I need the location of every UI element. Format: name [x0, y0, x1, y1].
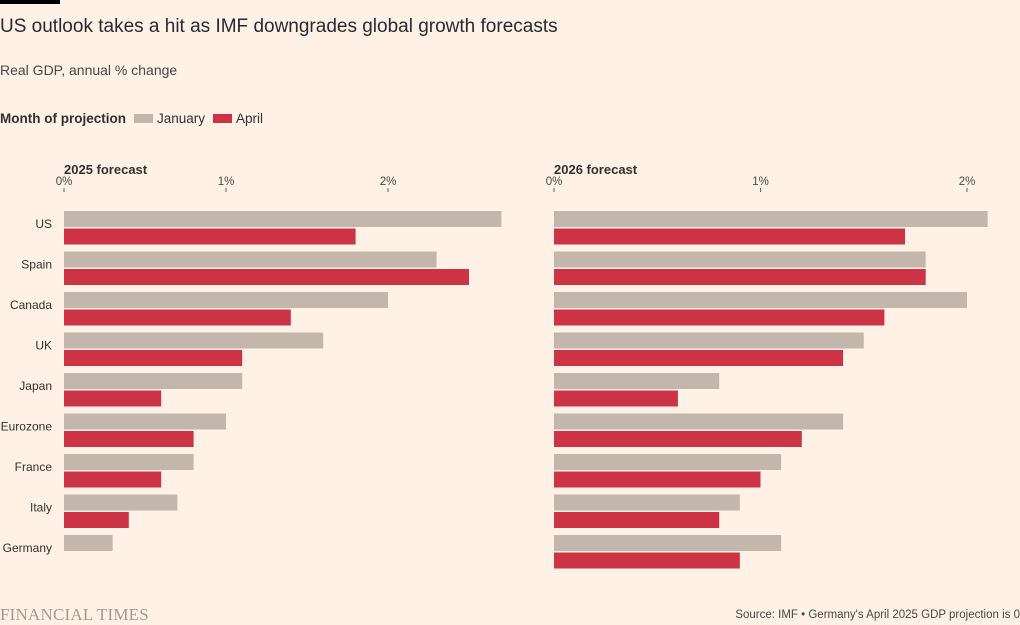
x-tick-label: 0% [56, 176, 73, 188]
bar-france-april-2025 [64, 471, 162, 488]
panel-title: 2025 forecast [64, 162, 148, 177]
bar-spain-april-2026 [554, 269, 926, 285]
bar-germany-january-2025 [64, 535, 113, 551]
bar-uk-january-2026 [554, 332, 864, 349]
bar-us-april-2025 [64, 228, 356, 245]
bar-germany-april-2026 [554, 552, 740, 569]
panel-title: 2026 forecast [554, 162, 638, 177]
bar-canada-april-2026 [554, 309, 885, 326]
legend-item-april: April [213, 111, 263, 126]
bar-spain-january-2025 [64, 251, 437, 268]
category-label-germany: Germany [3, 541, 52, 555]
x-tick-label: 1% [218, 176, 235, 188]
bar-eurozone-january-2025 [64, 413, 226, 430]
bar-eurozone-april-2025 [64, 431, 194, 447]
ft-logo: FINANCIAL TIMES [0, 605, 149, 624]
bar-italy-april-2026 [554, 512, 720, 528]
bar-eurozone-april-2026 [554, 431, 802, 447]
bar-canada-january-2025 [64, 292, 388, 308]
category-label-canada: Canada [10, 298, 52, 312]
bar-us-january-2026 [554, 211, 988, 227]
category-label-spain: Spain [21, 258, 52, 272]
legend-swatch-april [213, 114, 233, 123]
bar-france-january-2025 [64, 454, 194, 470]
bar-france-april-2026 [554, 471, 761, 488]
bar-italy-april-2025 [64, 512, 129, 528]
x-tick-label: 1% [752, 176, 769, 188]
category-label-eurozone: Eurozone [1, 420, 53, 434]
category-label-uk: UK [35, 339, 52, 353]
bar-spain-january-2026 [554, 251, 926, 268]
category-label-japan: Japan [19, 379, 52, 393]
bar-canada-april-2025 [64, 309, 291, 326]
x-tick-label: 2% [959, 176, 976, 188]
bar-us-april-2026 [554, 228, 906, 245]
bar-germany-january-2026 [554, 535, 782, 551]
bar-italy-january-2026 [554, 494, 740, 511]
bar-canada-january-2026 [554, 292, 967, 308]
legend: Month of projection January April [0, 111, 271, 126]
source-note: Source: IMF • Germany's April 2025 GDP p… [735, 609, 1020, 621]
legend-label-january: January [156, 111, 206, 126]
x-tick-label: 2% [380, 176, 397, 188]
bar-france-january-2026 [554, 454, 782, 470]
bar-uk-april-2026 [554, 350, 844, 366]
category-label-italy: Italy [30, 501, 52, 515]
legend-swatch-january [133, 114, 153, 123]
bar-uk-january-2025 [64, 332, 324, 349]
bar-spain-april-2025 [64, 269, 469, 285]
legend-item-january: January [133, 111, 206, 126]
bar-japan-january-2025 [64, 373, 243, 389]
category-label-france: France [15, 460, 53, 474]
bar-japan-january-2026 [554, 373, 720, 389]
category-label-us: US [35, 217, 52, 231]
bar-eurozone-january-2026 [554, 413, 844, 430]
bar-us-january-2025 [64, 211, 502, 227]
bar-uk-april-2025 [64, 350, 243, 366]
legend-label-april: April [236, 111, 264, 126]
bar-japan-april-2026 [554, 390, 678, 407]
brand-bar [0, 0, 60, 4]
chart-subtitle: Real GDP, annual % change [0, 62, 178, 78]
bar-italy-january-2025 [64, 494, 178, 511]
chart-title: US outlook takes a hit as IMF downgrades… [0, 16, 558, 37]
bar-japan-april-2025 [64, 390, 162, 407]
legend-title: Month of projection [0, 111, 126, 126]
x-tick-label: 0% [546, 176, 563, 188]
